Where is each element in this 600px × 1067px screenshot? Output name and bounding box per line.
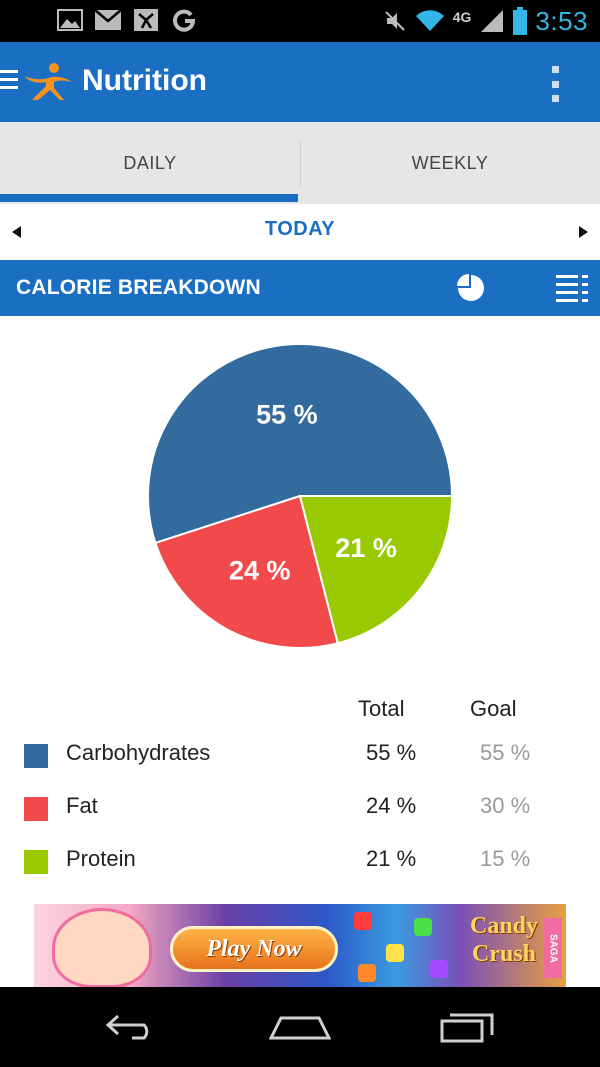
system-nav-bar <box>0 987 600 1067</box>
tab-selected-indicator <box>0 194 298 202</box>
status-bar: 4G 3:53 <box>0 0 600 42</box>
recent-apps-icon[interactable] <box>436 1009 500 1045</box>
date-label[interactable]: TODAY <box>264 218 336 240</box>
ad-banner[interactable]: Play Now Candy Crush SAGA <box>34 904 566 988</box>
date-navigator: TODAY <box>0 204 600 260</box>
row-goal: 55 % <box>480 740 531 765</box>
previous-day-icon[interactable] <box>12 226 21 238</box>
wifi-icon <box>415 10 444 32</box>
table-row-carbohydrates: Carbohydrates 55 % 55 % <box>0 736 600 776</box>
tab-weekly[interactable]: WEEKLY <box>411 152 489 173</box>
candy-icon <box>386 944 404 962</box>
network-type: 4G <box>452 9 472 25</box>
pie-label-carbohydrates: 55 % <box>256 399 318 429</box>
home-icon[interactable] <box>268 1009 332 1045</box>
myfitnesspal-logo[interactable] <box>20 60 76 102</box>
tab-daily[interactable]: DAILY <box>123 152 177 173</box>
pie-slice-fat <box>154 494 340 649</box>
row-label: Protein <box>66 846 136 871</box>
overflow-menu-icon[interactable] <box>550 66 560 102</box>
tab-bar: DAILY WEEKLY <box>0 122 600 204</box>
gallery-icon <box>56 6 84 34</box>
candy-icon <box>358 964 376 982</box>
ad-play-now-button[interactable]: Play Now <box>170 926 338 972</box>
ad-brand-line2: Crush <box>471 941 537 967</box>
total-column-header: Total <box>358 696 405 721</box>
system-status: 4G 3:53 <box>383 4 588 38</box>
app-bar: Nutrition <box>0 42 600 122</box>
notification-icons <box>56 6 198 34</box>
back-icon[interactable] <box>100 1009 164 1045</box>
row-label: Carbohydrates <box>66 740 211 765</box>
page-title: Nutrition <box>82 64 207 97</box>
clock: 3:53 <box>535 5 588 36</box>
row-total: 21 % <box>366 846 417 871</box>
pie-chart-icon[interactable] <box>456 273 486 303</box>
ad-character-image <box>52 908 152 988</box>
ad-brand-tag: SAGA <box>544 918 562 978</box>
pie-slice-protein <box>298 495 454 645</box>
ad-brand-line1: Candy <box>469 913 539 939</box>
fat-swatch <box>24 797 48 821</box>
protein-swatch <box>24 850 48 874</box>
mute-icon <box>384 11 405 31</box>
carbohydrates-swatch <box>24 744 48 768</box>
signal-icon <box>481 10 504 32</box>
battery-icon <box>513 7 528 35</box>
pie-label-protein: 21 % <box>335 533 397 563</box>
row-total: 24 % <box>366 793 417 818</box>
myfitnesspal-icon <box>132 6 160 34</box>
row-goal: 15 % <box>480 846 531 871</box>
next-day-icon[interactable] <box>579 226 588 238</box>
row-total: 55 % <box>366 740 417 765</box>
tab-divider <box>300 140 301 186</box>
goal-column-header: Goal <box>470 696 517 721</box>
calorie-pie-chart: 55 % 24 % 21 % <box>0 316 600 676</box>
candy-icon <box>430 960 448 978</box>
list-view-icon[interactable] <box>556 274 588 304</box>
section-header: CALORIE BREAKDOWN <box>0 260 600 316</box>
pie-chart-svg: 55 % 24 % 21 % <box>147 343 454 649</box>
google-icon <box>170 6 198 34</box>
section-title: CALORIE BREAKDOWN <box>16 276 261 299</box>
table-row-protein: Protein 21 % 15 % <box>0 842 600 882</box>
candy-icon <box>414 918 432 936</box>
gmail-icon <box>94 6 122 34</box>
row-label: Fat <box>66 793 98 818</box>
ad-brand-logo: Candy Crush <box>454 912 554 968</box>
pie-label-fat: 24 % <box>229 555 291 585</box>
menu-icon[interactable] <box>0 70 18 92</box>
table-row-fat: Fat 24 % 30 % <box>0 789 600 829</box>
candy-icon <box>354 912 372 930</box>
row-goal: 30 % <box>480 793 531 818</box>
pie-slice-carbohydrates <box>147 343 454 545</box>
